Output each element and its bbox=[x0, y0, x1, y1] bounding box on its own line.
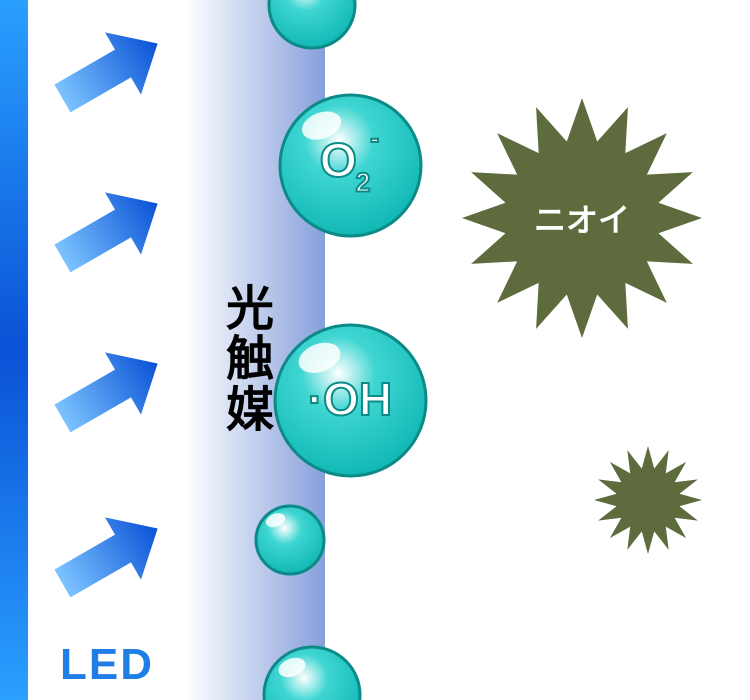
bubble-2: ·OH bbox=[273, 323, 428, 478]
catalyst-char-1: 触 bbox=[226, 335, 274, 385]
light-arrow-0 bbox=[44, 12, 175, 129]
light-arrow-2 bbox=[44, 332, 175, 449]
led-strip bbox=[0, 0, 28, 700]
odor-burst-1 bbox=[594, 446, 702, 554]
bubble-0 bbox=[267, 0, 357, 50]
odor-burst-0: ニオイ bbox=[462, 98, 702, 338]
bubble-3 bbox=[254, 504, 326, 576]
bubble-4 bbox=[262, 645, 362, 700]
bubble-label-1: O2- bbox=[320, 133, 381, 194]
light-arrow-1 bbox=[44, 172, 175, 289]
photocatalyst-label: 光 触 媒 bbox=[226, 285, 274, 436]
light-arrow-3 bbox=[44, 497, 175, 614]
bubble-1: O2- bbox=[278, 93, 423, 238]
bubble-label-2: ·OH bbox=[308, 372, 392, 426]
catalyst-char-0: 光 bbox=[226, 285, 274, 335]
odor-label: ニオイ bbox=[534, 195, 630, 241]
catalyst-char-2: 媒 bbox=[226, 386, 274, 436]
led-label: LED bbox=[60, 640, 154, 690]
